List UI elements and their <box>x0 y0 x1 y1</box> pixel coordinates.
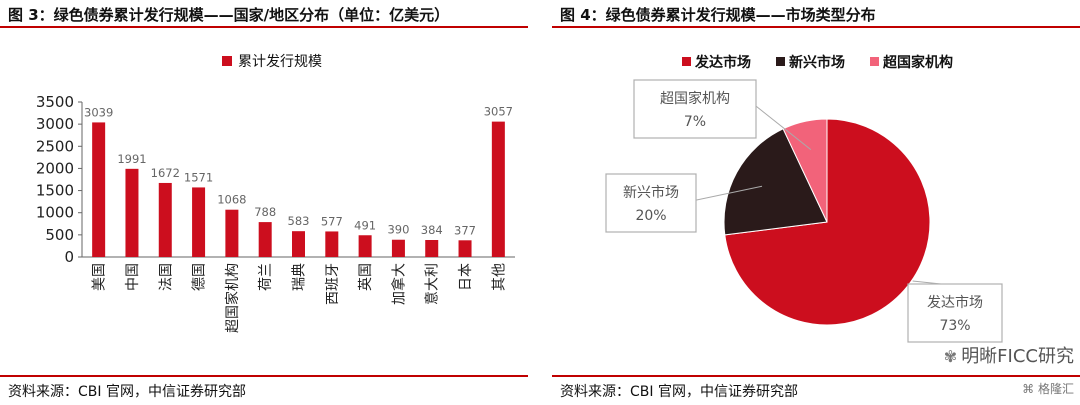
bar <box>92 122 106 257</box>
category-label: 加拿大 <box>390 263 407 305</box>
callout-label: 新兴市场 <box>623 184 679 201</box>
legend-label: 累计发行规模 <box>238 54 322 70</box>
wechat-icon: ✾ <box>943 347 958 366</box>
category-label: 法国 <box>158 263 174 291</box>
y-tick-label: 3000 <box>36 115 74 133</box>
callout-value: 7% <box>684 114 706 130</box>
bottom-rule <box>552 375 1080 377</box>
bar-chart: 累计发行规模 0 500 1000 1500 2000 2500 3000 3500 3039 美国… <box>36 54 515 333</box>
watermark-logo: ⌘ 格隆汇 <box>1022 380 1074 397</box>
callout-box <box>633 79 757 139</box>
y-tick-label: 3500 <box>36 93 74 111</box>
callout-value: 20% <box>635 208 666 224</box>
y-tick-label: 2000 <box>36 159 74 177</box>
callout-value: 73% <box>939 318 970 334</box>
category-label: 西班牙 <box>325 263 341 305</box>
bar-value-label: 1068 <box>217 193 246 207</box>
bar <box>358 235 372 257</box>
legend-label: 超国家机构 <box>882 54 953 71</box>
bar-value-label: 491 <box>354 218 376 232</box>
category-label: 德国 <box>192 263 208 291</box>
bar-value-label: 788 <box>254 205 276 219</box>
bar-value-label: 1571 <box>184 170 213 184</box>
category-label: 意大利 <box>424 263 441 305</box>
pie-slice <box>723 128 828 236</box>
bar <box>325 231 339 257</box>
top-rule <box>0 26 528 28</box>
callout-box <box>907 283 1003 343</box>
bar-value-label: 3057 <box>484 105 513 119</box>
category-label: 英国 <box>357 263 374 291</box>
bar-value-label: 577 <box>321 214 343 228</box>
category-label: 日本 <box>458 263 474 291</box>
bottom-rule <box>0 375 528 377</box>
figure-3-title: 图 3：绿色债券累计发行规模——国家/地区分布（单位：亿美元） <box>8 6 450 24</box>
y-tick-label: 500 <box>45 226 74 244</box>
category-label: 中国 <box>125 263 141 291</box>
figure-3-panel: 图 3：绿色债券累计发行规模——国家/地区分布（单位：亿美元） 累计发行规模 0 5… <box>0 0 528 405</box>
figure-4-title: 图 4：绿色债券累计发行规模——市场类型分布 <box>560 6 876 24</box>
category-label: 荷兰 <box>258 263 274 291</box>
bar <box>192 187 206 257</box>
bar <box>158 182 172 257</box>
bar <box>125 168 139 257</box>
legend-swatch <box>870 57 879 66</box>
bar-value-label: 377 <box>454 223 476 237</box>
figure-4-panel: 图 4：绿色债券累计发行规模——市场类型分布 发达市场 新兴市场 超国家机构 发达市场… <box>552 0 1080 405</box>
callout-box <box>605 173 697 233</box>
bar <box>292 231 305 257</box>
bar <box>391 239 405 257</box>
watermark: ✾ 明晰FICC研究 <box>944 342 1074 368</box>
bar <box>425 239 439 257</box>
y-tick-label: 1000 <box>36 204 74 222</box>
callout-label: 发达市场 <box>927 294 983 311</box>
figure-3-source: 资料来源：CBI 官网，中信证券研究部 <box>8 384 246 400</box>
pie-slice <box>782 118 828 223</box>
callout-label: 超国家机构 <box>660 90 730 107</box>
bar-value-label: 3039 <box>84 105 113 119</box>
legend-swatch <box>682 57 691 66</box>
figure-4-source: 资料来源：CBI 官网，中信证券研究部 <box>560 384 798 400</box>
bar-value-label: 384 <box>421 223 443 237</box>
legend-label: 发达市场 <box>694 54 751 71</box>
bar-value-label: 390 <box>387 223 409 237</box>
y-tick-label: 0 <box>64 248 74 266</box>
callout-connector <box>695 185 763 201</box>
y-tick-label: 1500 <box>36 182 74 200</box>
watermark-text: 明晰FICC研究 <box>961 346 1074 367</box>
logo-icon: ⌘ <box>1022 382 1035 396</box>
bar <box>258 222 272 257</box>
category-label: 美国 <box>92 263 108 291</box>
top-rule <box>552 26 1080 28</box>
legend-label: 新兴市场 <box>789 54 845 71</box>
bar-value-label: 583 <box>288 214 310 228</box>
category-label: 超国家机构 <box>224 263 241 333</box>
callout-connector <box>755 105 812 151</box>
legend-swatch <box>776 57 785 66</box>
bar <box>225 209 239 257</box>
logo-text: 格隆汇 <box>1037 382 1074 396</box>
legend-swatch <box>222 56 232 66</box>
bar <box>491 121 505 258</box>
category-label: 瑞典 <box>292 263 308 291</box>
bar-value-label: 1672 <box>151 166 180 180</box>
bar-value-label: 1991 <box>117 152 146 166</box>
category-label: 其他 <box>491 263 507 291</box>
y-tick-label: 2500 <box>36 137 74 155</box>
bar <box>458 240 472 257</box>
